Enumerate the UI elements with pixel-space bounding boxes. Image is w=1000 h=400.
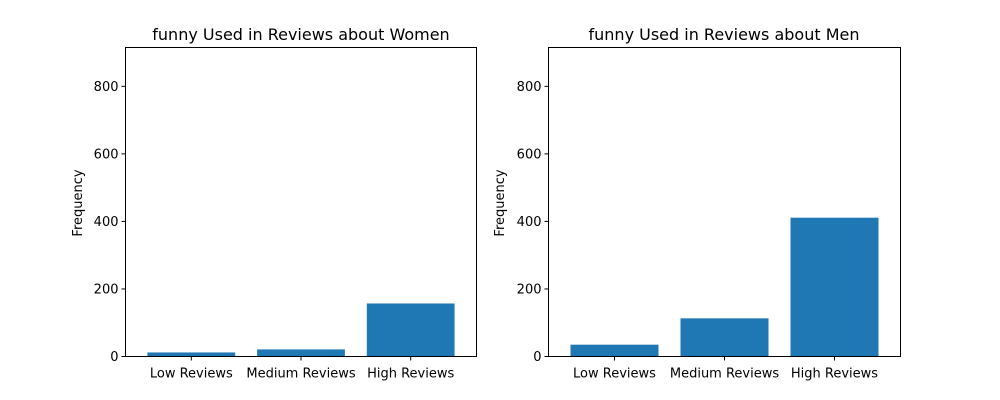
bar-group: [147, 303, 455, 357]
y-tick-label: 400: [94, 215, 119, 230]
bar-low-reviews: [570, 344, 659, 357]
y-axis-label: Frequency: [493, 169, 508, 236]
y-tick-label: 800: [94, 80, 119, 95]
chart-title: funny Used in Reviews about Women: [152, 25, 449, 44]
plot-frame: [125, 47, 477, 357]
x-tick-label: High Reviews: [791, 367, 878, 382]
x-tick-label: Low Reviews: [150, 367, 233, 382]
bar-high-reviews: [366, 303, 455, 357]
y-axis: 0 200 400 600 800: [517, 80, 549, 365]
x-axis: Low Reviews Medium Reviews High Reviews: [150, 356, 454, 382]
y-tick-label: 0: [533, 350, 541, 365]
bar-medium-reviews: [680, 318, 769, 357]
x-tick-label: Low Reviews: [573, 367, 656, 382]
chart-panel-women: funny Used in Reviews about Women Freque…: [71, 25, 477, 382]
x-axis: Low Reviews Medium Reviews High Reviews: [573, 356, 878, 382]
x-tick-label: High Reviews: [367, 367, 454, 382]
x-tick-label: Medium Reviews: [670, 367, 779, 382]
y-tick-label: 200: [517, 282, 542, 297]
y-axis-label: Frequency: [71, 169, 86, 236]
bar-low-reviews: [147, 352, 236, 357]
bar-group: [570, 217, 879, 357]
y-tick-label: 600: [517, 147, 542, 162]
y-tick-label: 400: [517, 215, 542, 230]
y-tick-label: 800: [517, 80, 542, 95]
y-tick-label: 600: [94, 147, 119, 162]
x-tick-label: Medium Reviews: [246, 367, 355, 382]
chart-panel-men: funny Used in Reviews about Men Frequenc…: [493, 25, 901, 382]
bar-medium-reviews: [257, 349, 345, 357]
y-tick-label: 0: [110, 350, 118, 365]
y-tick-label: 200: [94, 282, 119, 297]
y-axis: 0 200 400 600 800: [94, 80, 126, 365]
bar-high-reviews: [790, 217, 879, 357]
plot-frame: [548, 47, 901, 357]
chart-title: funny Used in Reviews about Men: [589, 25, 860, 44]
